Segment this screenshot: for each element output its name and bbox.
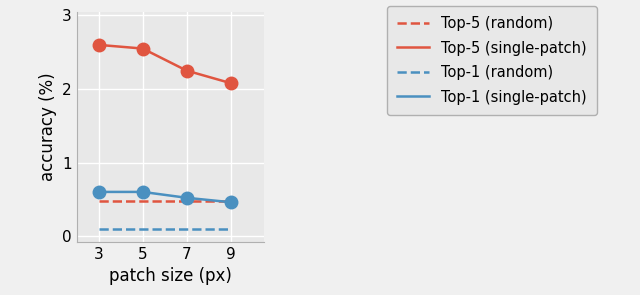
Legend: Top-5 (random), Top-5 (single-patch), Top-1 (random), Top-1 (single-patch): Top-5 (random), Top-5 (single-patch), To… [387, 6, 597, 115]
X-axis label: patch size (px): patch size (px) [109, 267, 232, 285]
Y-axis label: accuracy (%): accuracy (%) [38, 73, 56, 181]
